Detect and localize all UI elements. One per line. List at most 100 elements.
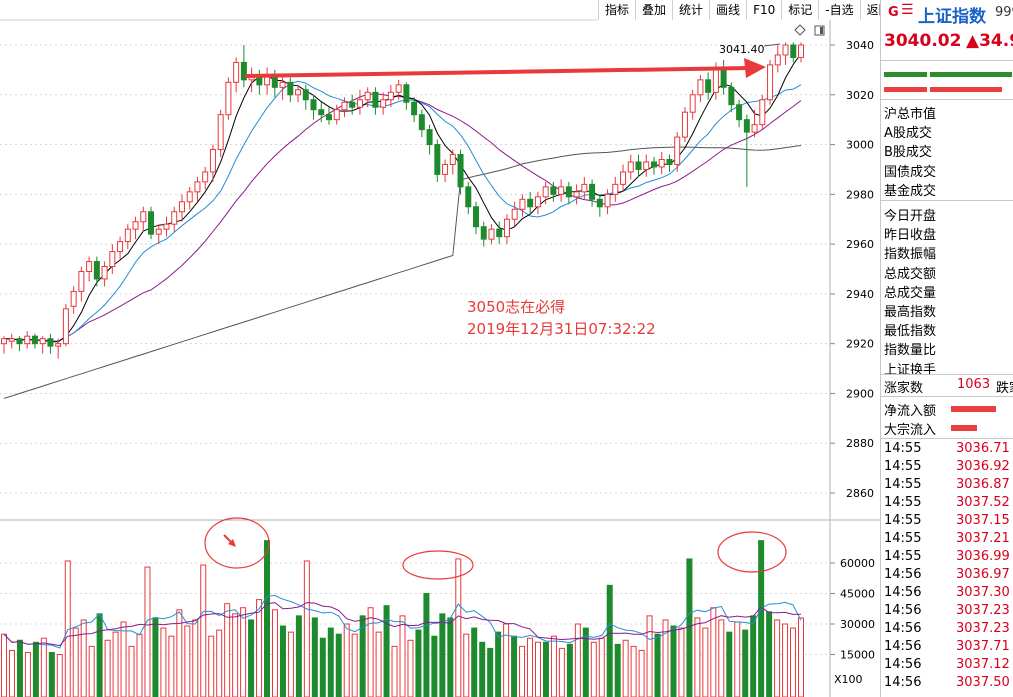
candle-body	[132, 221, 139, 230]
breadth-bar-green-left	[884, 72, 927, 77]
volume-bar	[527, 637, 534, 697]
candle-body	[798, 44, 804, 58]
volume-bar	[120, 621, 127, 697]
candle-body	[171, 211, 178, 225]
tick-time: 14:56	[884, 639, 922, 654]
volume-bar	[16, 639, 23, 697]
volume-bar	[798, 617, 804, 697]
tick-row: 14:55 3037.52	[881, 495, 1013, 513]
volume-bar	[144, 566, 151, 697]
tick-row: 14:56 3037.50	[881, 675, 1013, 693]
tick-price: 3036.99	[956, 549, 1010, 564]
current-price: 3040.02	[884, 31, 962, 51]
candle-body	[333, 109, 340, 121]
candle-body	[194, 181, 201, 193]
candle-body	[542, 186, 549, 198]
annotation-text-line1: 3050志在必得	[467, 298, 565, 316]
candle-body	[310, 99, 317, 111]
candlesticks	[1, 42, 804, 359]
candle-body	[650, 161, 657, 168]
candle-body	[140, 211, 147, 223]
volume-bar	[766, 611, 773, 697]
volume-bar	[160, 627, 167, 697]
volume-bar	[479, 641, 486, 697]
diamond-icon[interactable]	[794, 24, 806, 36]
price-tick-label: 2940	[846, 288, 874, 301]
candle-body	[596, 198, 603, 208]
tick-price: 3037.50	[956, 675, 1010, 690]
candle-body	[295, 89, 302, 96]
toolbar-stats-button[interactable]: 统计	[672, 0, 710, 20]
kline-chart[interactable]: 3040 3020 3000 2980 2960 2940 2920 2900 2880 2860…	[0, 0, 880, 697]
tick-time: 14:56	[884, 621, 922, 636]
panel-toggle-icon[interactable]	[814, 25, 825, 36]
volume-bar	[279, 625, 286, 697]
candle-body	[202, 171, 209, 183]
volume-tick-label: 60000	[840, 557, 875, 570]
candle-body	[511, 208, 518, 220]
toolbar-mark-button[interactable]: 标记	[781, 0, 819, 20]
candle-body	[24, 335, 31, 345]
price-axis: 3040 3020 3000 2980 2960 2940 2920 2900 2880 2860…	[830, 39, 875, 662]
candle-body	[457, 154, 464, 188]
toolbar-remove-watchlist-button[interactable]: -自选	[818, 0, 860, 20]
volume-bar	[519, 645, 526, 697]
candle-body	[395, 84, 402, 93]
candle-body	[774, 54, 781, 66]
volume-tick-label: 15000	[840, 649, 875, 662]
candle-body	[186, 191, 193, 203]
candle-body	[473, 206, 480, 228]
divider	[881, 99, 1013, 100]
candle-body	[565, 186, 572, 198]
volume-bar	[88, 645, 95, 697]
price-tick-label: 2980	[846, 188, 874, 201]
candle-body	[325, 114, 332, 121]
toolbar-f10-button[interactable]: F10	[746, 0, 782, 20]
price-tick-label: 2860	[846, 487, 874, 500]
volume-bar	[542, 641, 549, 697]
candle-body	[418, 114, 425, 131]
candle-body	[148, 211, 155, 235]
tick-time: 14:55	[884, 495, 922, 510]
candle-body	[442, 163, 449, 175]
volume-highlight-circle	[402, 550, 474, 580]
volume-bar	[311, 617, 318, 697]
divider	[881, 200, 1013, 201]
volume-bar	[56, 654, 63, 697]
candle-body	[480, 226, 487, 240]
g-icon[interactable]: G	[888, 5, 899, 20]
rise-count-value: 1063	[957, 377, 991, 392]
tick-time: 14:56	[884, 603, 922, 618]
volume-bar	[574, 623, 581, 697]
tick-time: 14:55	[884, 531, 922, 546]
volume-bar	[8, 649, 15, 697]
candle-body	[697, 79, 704, 96]
candle-body	[534, 196, 541, 208]
moving-average-lines	[3, 53, 802, 399]
price-tick-label: 3020	[846, 89, 874, 102]
volume-bar	[686, 558, 693, 697]
volume-bar	[511, 635, 518, 697]
divider	[881, 438, 1013, 439]
candle-body	[387, 91, 394, 101]
candle-body	[627, 161, 634, 173]
stat-label: 总成交额	[884, 266, 937, 282]
toolbar-overlay-button[interactable]: 叠加	[635, 0, 673, 20]
volume-bar	[72, 627, 79, 697]
tick-row: 14:55 3037.15	[881, 513, 1013, 531]
annotations: 3050志在必得 2019年12月31日07:32:22 3041.40 X10…	[204, 43, 863, 686]
volume-bar	[104, 639, 111, 697]
volume-bar	[295, 615, 302, 697]
tick-price: 3037.71	[956, 639, 1010, 654]
breadth-bar-red-right	[930, 87, 1002, 92]
volume-bar	[375, 631, 382, 697]
candle-body	[503, 218, 510, 238]
fall-count-label: 跌家	[996, 381, 1013, 396]
stat-label: 国债成交	[884, 164, 937, 180]
block-inflow-bar	[951, 425, 977, 431]
menu-icon[interactable]: ☰	[901, 2, 914, 18]
high-price-label: 3041.40	[719, 43, 765, 56]
toolbar-draw-line-button[interactable]: 画线	[709, 0, 747, 20]
volume-highlight-circle	[204, 517, 270, 569]
toolbar-indicator-button[interactable]: 指标	[598, 0, 636, 20]
